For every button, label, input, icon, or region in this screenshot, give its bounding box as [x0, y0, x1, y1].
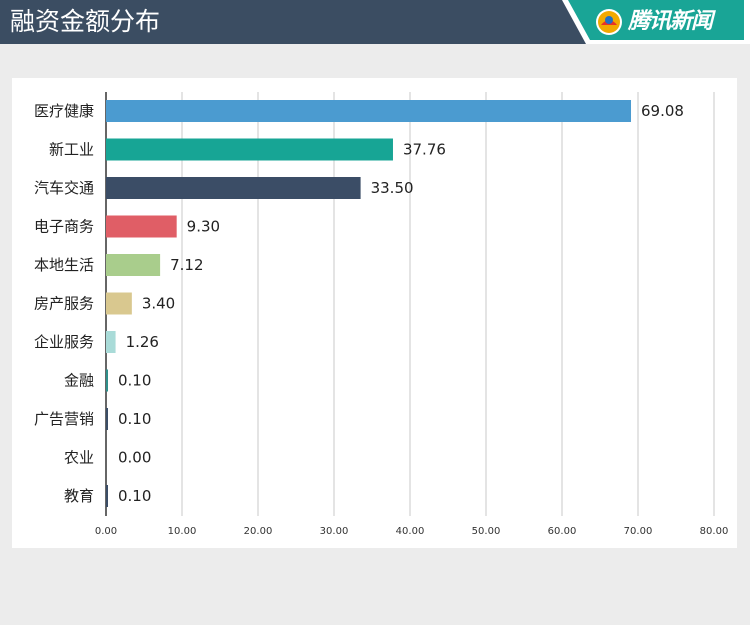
bar [106, 485, 108, 507]
tencent-news-logo-icon [596, 9, 622, 35]
data-label: 3.40 [142, 295, 175, 313]
data-label: 0.10 [118, 372, 151, 390]
bar [106, 369, 108, 392]
data-label: 1.26 [126, 333, 159, 351]
bar [106, 138, 393, 161]
bar [106, 215, 177, 238]
x-tick-label: 50.00 [472, 526, 501, 537]
labels: 医疗健康 69.08 新工业 37.76 汽车交通 33.50 电子商务 9.30 本地生活 7.… [34, 102, 684, 505]
category-label: 教育 [64, 487, 94, 505]
bar [106, 408, 108, 430]
bars [106, 100, 632, 507]
data-label: 37.76 [403, 141, 446, 159]
category-label: 汽车交通 [34, 179, 94, 197]
category-label: 企业服务 [34, 333, 94, 351]
category-label: 广告营销 [34, 410, 94, 428]
brand-name: 腾讯新闻 [628, 9, 713, 34]
data-label: 0.10 [118, 487, 151, 505]
x-tick-label: 0.00 [95, 526, 117, 537]
x-tick-label: 30.00 [320, 526, 349, 537]
data-label: 69.08 [641, 102, 684, 120]
bar [106, 100, 632, 122]
header-bar: 融资金额分布 腾讯新闻 [0, 0, 750, 44]
category-label: 金融 [64, 372, 94, 390]
bar [106, 177, 361, 199]
bar-chart: 医疗健康 69.08 新工业 37.76 汽车交通 33.50 电子商务 9.30 本地生活 7.… [34, 92, 728, 537]
grid-lines [105, 92, 715, 516]
x-tick-label: 60.00 [548, 526, 577, 537]
bar [106, 331, 116, 353]
data-label: 7.12 [170, 256, 203, 274]
x-tick-label: 20.00 [244, 526, 273, 537]
bar [106, 254, 161, 276]
category-label: 本地生活 [34, 256, 94, 274]
data-label: 0.10 [118, 410, 151, 428]
x-tick-label: 40.00 [396, 526, 425, 537]
x-tick-label: 10.00 [168, 526, 197, 537]
category-label: 农业 [64, 449, 94, 467]
category-label: 新工业 [49, 141, 94, 159]
data-label: 33.50 [371, 179, 414, 197]
category-label: 房产服务 [34, 295, 94, 313]
x-tick-label: 70.00 [624, 526, 653, 537]
bar [106, 292, 132, 315]
category-label: 医疗健康 [34, 102, 94, 120]
x-tick-label: 80.00 [700, 526, 729, 537]
x-axis-ticks: 0.00 10.00 20.00 30.00 40.00 50.00 60.00 70.00 8… [95, 526, 728, 537]
category-label: 电子商务 [34, 218, 94, 236]
data-label: 0.00 [118, 449, 151, 467]
chart-panel: 医疗健康 69.08 新工业 37.76 汽车交通 33.50 电子商务 9.30 本地生活 7.… [12, 78, 737, 548]
data-label: 9.30 [187, 218, 220, 236]
page-title: 融资金额分布 [10, 7, 161, 36]
